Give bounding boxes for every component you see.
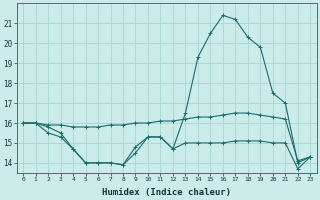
X-axis label: Humidex (Indice chaleur): Humidex (Indice chaleur) bbox=[102, 188, 231, 197]
